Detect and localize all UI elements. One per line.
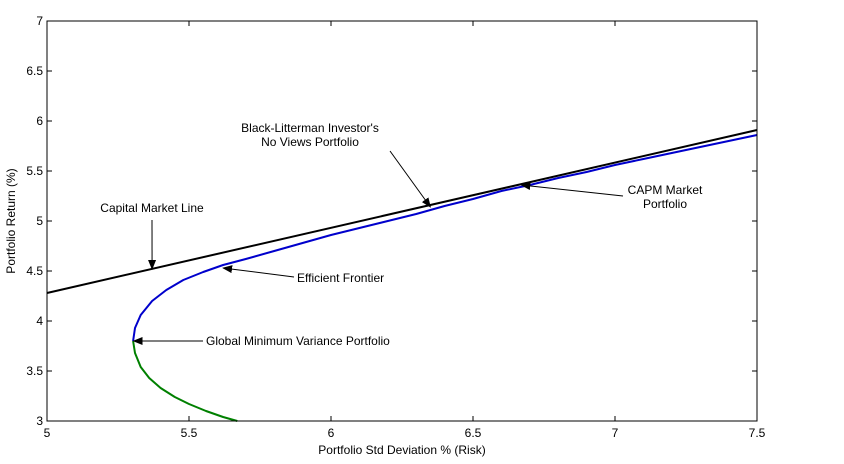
annotation-text: CAPM Market: [628, 183, 703, 197]
annotation-arrow: [520, 181, 624, 197]
x-axis: 5 5.5 6 6.5 7 7.5: [44, 21, 766, 440]
x-tick-label: 5.5: [181, 426, 198, 440]
annotation-capital-market-line: Capital Market Line: [100, 201, 204, 270]
y-tick-label: 3: [36, 414, 43, 428]
y-tick-label: 5: [36, 214, 43, 228]
annotations: Black-Litterman Investor'sNo Views Portf…: [100, 121, 703, 348]
series-line-3: [46, 129, 758, 294]
annotation-efficient-frontier: Efficient Frontier: [222, 265, 384, 285]
annotation-text: Black-Litterman Investor's: [241, 121, 379, 135]
annotation-text: Efficient Frontier: [297, 271, 384, 285]
series-line-2: [132, 134, 758, 342]
annotation-text: Capital Market Line: [100, 201, 204, 215]
annotation-gmv-portfolio: Global Minimum Variance Portfolio: [132, 334, 390, 348]
plot-area: [47, 21, 757, 421]
x-tick-label: 7.5: [749, 426, 766, 440]
x-tick-label: 7: [612, 426, 619, 440]
annotation-text: Global Minimum Variance Portfolio: [206, 334, 390, 348]
y-tick-label: 3.5: [26, 364, 43, 378]
y-tick-label: 6.5: [26, 64, 43, 78]
x-axis-title: Portfolio Std Deviation % (Risk): [318, 443, 485, 457]
x-tick-label: 6.5: [465, 426, 482, 440]
series-line-1: [132, 340, 238, 422]
x-tick-label: 6: [328, 426, 335, 440]
annotation-arrow: [389, 150, 431, 208]
y-axis: 3 3.5 4 4.5 5 5.5 6 6.5 7: [26, 14, 757, 428]
x-tick-label: 5: [44, 426, 51, 440]
y-tick-label: 5.5: [26, 164, 43, 178]
y-tick-label: 4: [36, 314, 43, 328]
annotation-text: No Views Portfolio: [261, 135, 359, 149]
annotation-arrow: [222, 265, 295, 278]
y-tick-label: 4.5: [26, 264, 43, 278]
series-layer: [46, 129, 758, 422]
y-tick-label: 7: [36, 14, 43, 28]
y-axis-title: Portfolio Return (%): [4, 168, 18, 273]
annotation-bl-no-views: Black-Litterman Investor'sNo Views Portf…: [241, 121, 431, 208]
y-tick-label: 6: [36, 114, 43, 128]
annotation-text: Portfolio: [643, 197, 687, 211]
